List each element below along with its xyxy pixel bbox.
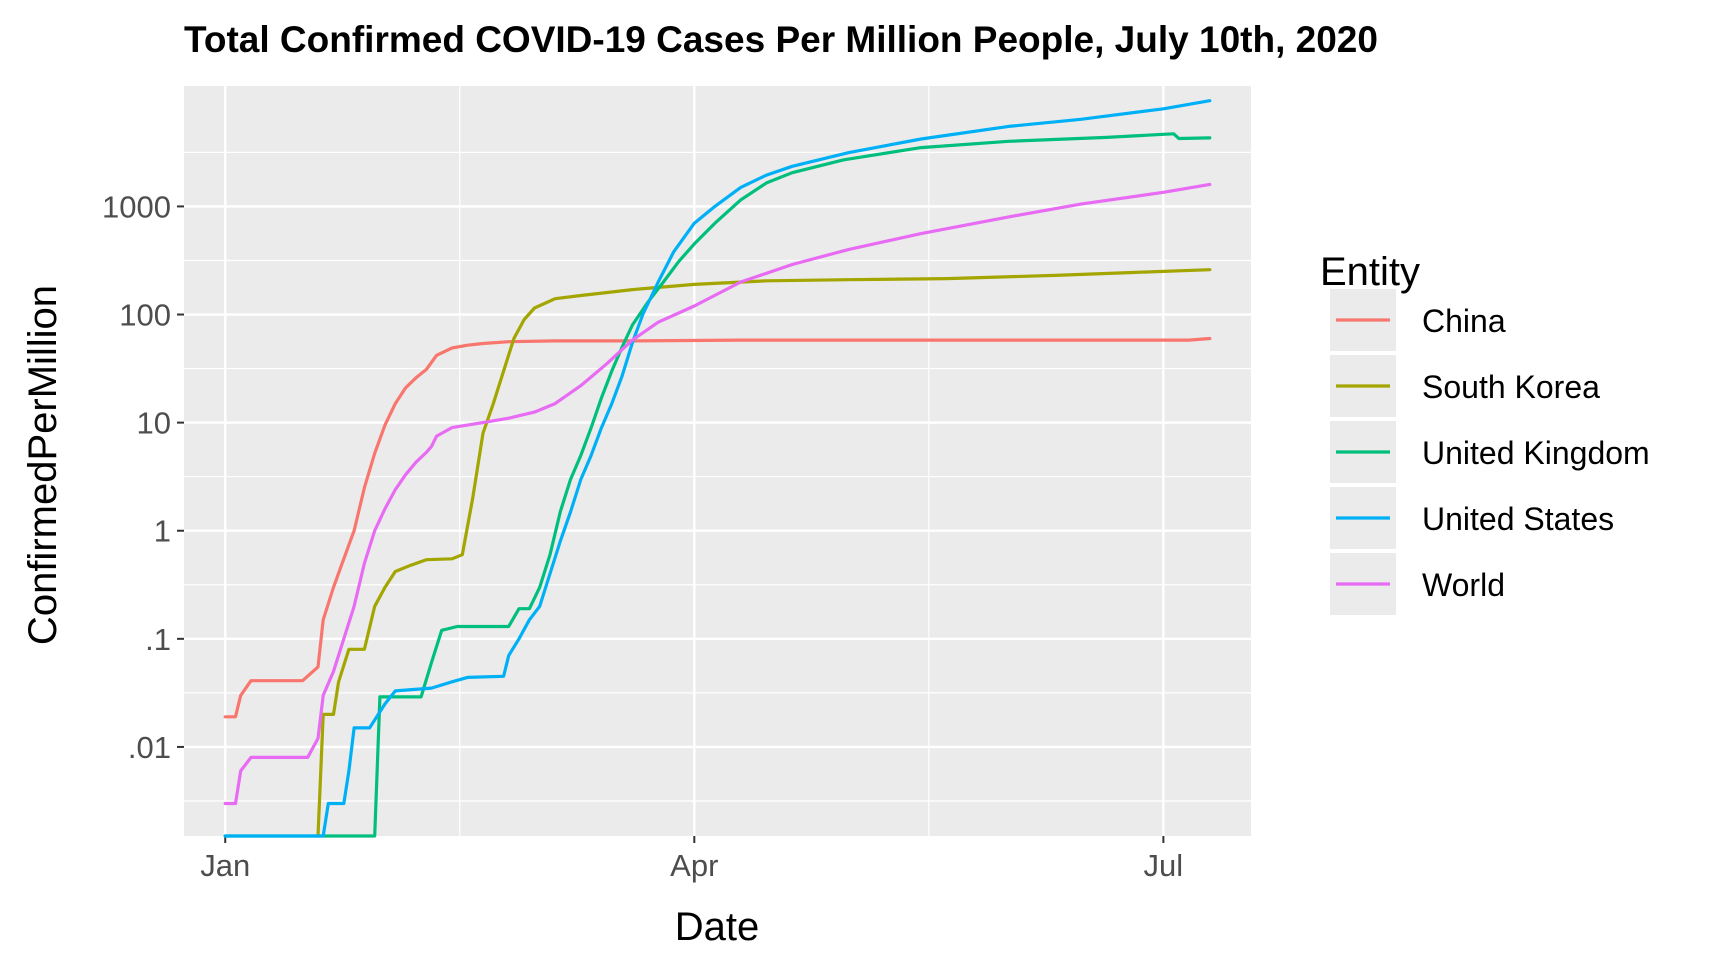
- x-tick-label: Jan: [200, 848, 250, 883]
- legend-label: South Korea: [1422, 369, 1600, 405]
- plot-panel: [184, 86, 1251, 836]
- legend-title: Entity: [1320, 250, 1420, 294]
- chart-title: Total Confirmed COVID-19 Cases Per Milli…: [184, 19, 1378, 60]
- x-tick-label: Jul: [1144, 848, 1184, 883]
- y-tick-label: .1: [145, 622, 171, 657]
- legend-label: World: [1422, 567, 1505, 603]
- y-tick-label: 1: [154, 514, 171, 549]
- legend-items: China South Korea United Kingdom United Sta…: [1330, 289, 1650, 615]
- x-tick-label: Apr: [670, 848, 718, 883]
- legend: Entity China South Korea United Kingdom Uni…: [1320, 250, 1650, 615]
- x-tick-labels: Jan Apr Jul: [200, 848, 1183, 883]
- series-line-south-korea: [316, 268, 1212, 838]
- x-axis-title: Date: [675, 905, 760, 949]
- y-tick-labels: .01 .1 1 10 100 1000: [102, 189, 171, 765]
- y-tick-label: 10: [137, 406, 171, 441]
- y-axis-title: ConfirmedPerMillion: [21, 285, 65, 645]
- y-tick-label: .01: [128, 730, 171, 765]
- legend-label: United Kingdom: [1422, 435, 1650, 471]
- legend-label: China: [1422, 303, 1506, 339]
- series-line-world: [223, 182, 1212, 806]
- plot-area: [177, 86, 1251, 843]
- y-tick-label: 100: [119, 298, 171, 333]
- y-tick-label: 1000: [102, 189, 171, 224]
- series-line-united-states: [223, 99, 1212, 838]
- series-line-united-kingdom: [223, 132, 1212, 838]
- legend-label: United States: [1422, 501, 1614, 537]
